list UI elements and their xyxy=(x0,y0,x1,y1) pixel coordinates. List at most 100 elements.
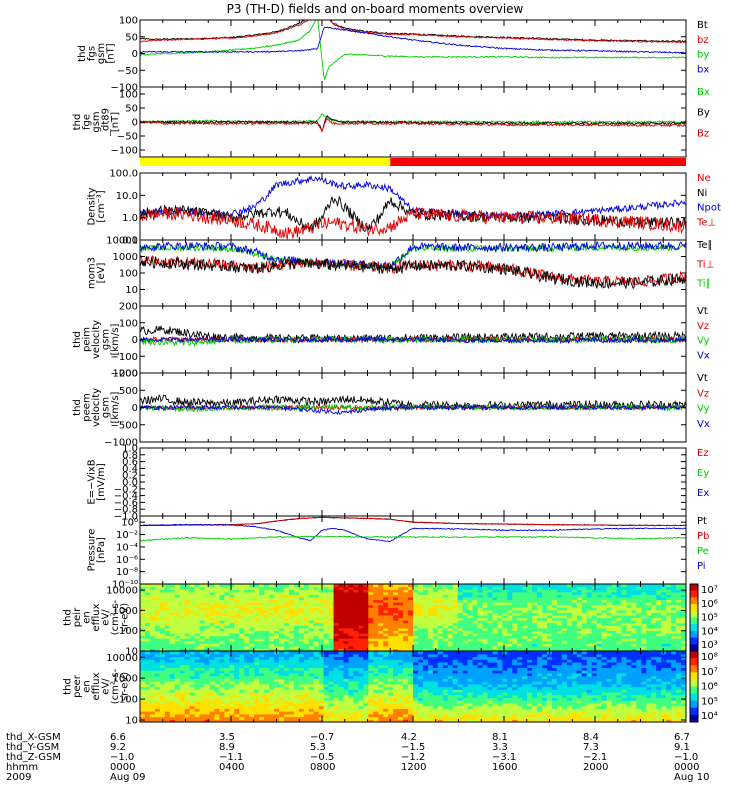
colorbar-tick-label: 10⁵ xyxy=(701,613,718,624)
y-tick-label: −1.0 xyxy=(114,512,138,523)
ephemeris-value: −0.5 xyxy=(310,752,334,763)
y-tick-label: 10 xyxy=(125,285,138,296)
y-tick-label: 100.0 xyxy=(109,169,138,180)
y-tick-label: 100 xyxy=(119,318,138,329)
ephemeris-value: −1.0 xyxy=(110,752,134,763)
ephemeris-value: −1.0 xyxy=(674,752,698,763)
y-axis-label: eV/ xyxy=(101,678,112,695)
y-axis-label: gsm xyxy=(101,397,112,418)
ephemeris-value: 2000 xyxy=(583,762,608,773)
y-tick-label: −100 xyxy=(111,352,138,363)
y-tick-label: 10⁻¹⁰ xyxy=(112,580,138,591)
series-fge-2 xyxy=(140,117,686,133)
panel-temperature: 10000 1000 100 10 mom3[eV] Te∥ Ti⊥ Ti∥ xyxy=(86,236,714,307)
y-tick-label: 100 xyxy=(119,90,138,101)
colorbar-peir: 10⁷ 10⁶ 10⁵ 10⁴ 10³ xyxy=(689,583,718,652)
series-fgs-1 xyxy=(140,20,686,44)
ephemeris-value: Aug 10 xyxy=(674,772,709,783)
panel-peer: 10⁸ 10⁷ 10⁶ 10⁵ 10⁴ 10000 1000 100 10 thdpeerenef… xyxy=(63,650,718,726)
y-axis-label: [cm⁻³] xyxy=(96,190,107,222)
spectrogram-peir xyxy=(140,584,686,651)
y-axis-label: thd xyxy=(72,331,83,348)
legend-entry: Vx xyxy=(697,350,710,361)
ephemeris-value: 6.6 xyxy=(110,732,126,743)
y-tick-label: 1.0 xyxy=(122,444,138,455)
legend-entry: bz xyxy=(697,35,709,46)
legend-entry: Ni xyxy=(697,188,707,199)
y-tick-label: 10000 xyxy=(106,586,138,597)
ephemeris-value: 3.3 xyxy=(492,742,508,753)
y-tick-label: 0.0 xyxy=(122,478,138,489)
legend-entry: Te∥ xyxy=(696,240,713,251)
colorbar-peer: 10⁸ 10⁷ 10⁶ 10⁵ 10⁴ xyxy=(689,650,718,723)
mode-bar-segment xyxy=(140,158,391,166)
y-axis-label: eV/ xyxy=(101,609,112,626)
y-axis-label: [eV] xyxy=(96,263,107,284)
panel-efield: 1.00.80.60.40.20.0−0.2−0.4−0.6−0.8−1.0 E=… xyxy=(86,444,709,523)
y-axis-label: sr-eV) xyxy=(120,603,131,632)
colorbar-tick-label: 10⁶ xyxy=(701,599,718,610)
ephemeris-table: thd_X-GSMthd_Y-GSMthd_Z-GSMhhmm20096.69.… xyxy=(6,732,709,783)
ephemeris-value: −1.1 xyxy=(219,752,243,763)
ephemeris-value: Aug 09 xyxy=(110,772,145,783)
y-axis-label: fge xyxy=(82,114,93,130)
ephemeris-value: −1.2 xyxy=(401,752,425,763)
ephemeris-value: 9.1 xyxy=(674,742,690,753)
series-temperature-0 xyxy=(140,243,686,271)
ephemeris-value: 4.2 xyxy=(401,732,417,743)
colorbar-tick-label: 10⁴ xyxy=(701,711,718,722)
y-tick-label: 10.0 xyxy=(116,191,138,202)
panels-layer: 100500−50−100thdfgsgsm[nT]Btbzbybx100500… xyxy=(63,16,721,727)
y-tick-label: 0.1 xyxy=(122,236,138,247)
y-tick-label: 200 xyxy=(119,302,138,313)
y-tick-label: 10⁻⁴ xyxy=(116,542,138,553)
legend-entry: Vz xyxy=(697,321,709,332)
legend-entry: Pt xyxy=(697,516,707,527)
y-tick-label: −0.2 xyxy=(114,484,138,495)
y-tick-label: 10⁰ xyxy=(121,518,138,529)
y-axis-label: thd xyxy=(77,45,88,62)
legend-entry: Te⊥ xyxy=(696,217,716,228)
legend-entry: Npot xyxy=(697,203,721,214)
panel-frame xyxy=(139,19,687,88)
panel-frame xyxy=(139,447,687,517)
ephemeris-value: 8.9 xyxy=(219,742,235,753)
y-axis-label: en xyxy=(82,680,93,693)
series-ve-3 xyxy=(140,403,686,415)
y-axis-label: (cm²-s- xyxy=(110,599,121,635)
y-tick-label: −100 xyxy=(111,83,138,94)
colorbar-tick-label: 10⁴ xyxy=(701,626,718,637)
series-temperature-2 xyxy=(140,254,686,288)
y-axis-label: efflux xyxy=(91,603,102,631)
ephemeris-value: 9.2 xyxy=(110,742,126,753)
y-tick-label: 0 xyxy=(132,335,138,346)
legend-entry: bx xyxy=(697,64,709,75)
y-tick-label: 1000 xyxy=(113,369,138,380)
y-tick-label: 100 xyxy=(119,695,138,706)
legend-entry: Ey xyxy=(697,468,709,479)
colorbar-tick-label: 10⁸ xyxy=(701,652,718,663)
y-axis-label: peim xyxy=(82,327,93,352)
mode-bar-segment xyxy=(390,158,686,166)
y-tick-label: 10000 xyxy=(106,653,138,664)
ephemeris-value: 0800 xyxy=(310,762,335,773)
ephemeris-value: 8.4 xyxy=(583,732,599,743)
chart-title: P3 (TH-D) fields and on-board moments ov… xyxy=(227,2,524,16)
y-axis-label: [mV/m] xyxy=(96,463,107,501)
panel-bar xyxy=(140,158,686,166)
legend-entry: By xyxy=(697,108,710,119)
y-axis-label: E=−VixB xyxy=(86,459,97,504)
panel-vi: 2001000−100−200thdpeimvelocitygsm[km/s]V… xyxy=(72,302,710,380)
ephemeris-value: 3.5 xyxy=(219,732,235,743)
y-tick-label: −0.8 xyxy=(114,505,138,516)
series-density-2 xyxy=(140,205,686,240)
ephemeris-value: 1200 xyxy=(401,762,426,773)
series-pressure-3 xyxy=(140,535,686,542)
y-tick-label: −500 xyxy=(111,420,138,431)
y-axis-label: peir xyxy=(72,607,83,627)
legend-entry: by xyxy=(697,50,709,61)
spectrogram-peer xyxy=(140,651,686,722)
